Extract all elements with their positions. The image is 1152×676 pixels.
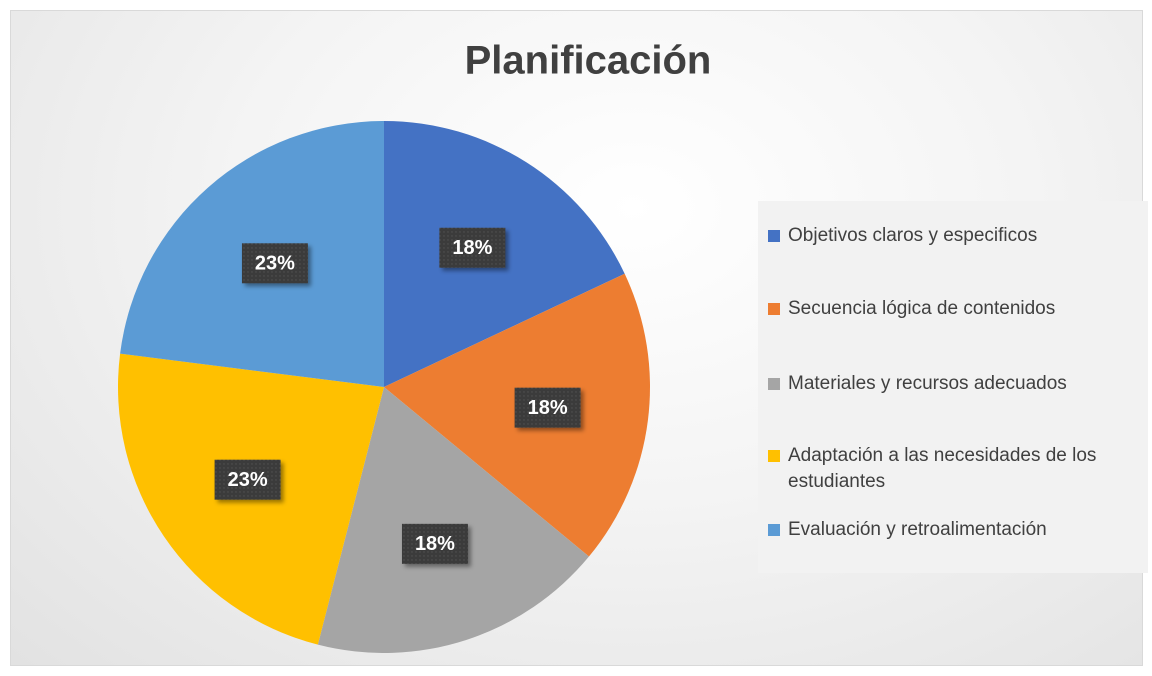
data-label-box bbox=[241, 243, 308, 284]
legend-label: Evaluación y retroalimentación bbox=[788, 519, 1047, 540]
data-label: 18% bbox=[528, 397, 568, 419]
pie-slice bbox=[317, 387, 589, 653]
legend-label: Objetivos claros y especificos bbox=[788, 225, 1038, 246]
chart-area: Planificación 18% 18% 18% 23% 23% Objetivos … bbox=[10, 10, 1148, 666]
legend-swatch bbox=[768, 303, 780, 315]
data-label: 18% bbox=[415, 533, 455, 555]
data-label-box bbox=[401, 523, 468, 564]
chart: Planificación 18% 18% 18% 23% 23% bbox=[117, 39, 712, 653]
data-label-box bbox=[439, 227, 506, 268]
legend-swatch bbox=[768, 450, 780, 462]
data-label: 23% bbox=[255, 253, 295, 275]
legend-swatch bbox=[768, 230, 780, 242]
legend-item: Evaluación y retroalimentación bbox=[768, 517, 1138, 543]
legend-swatch bbox=[768, 524, 780, 536]
data-label-box bbox=[214, 459, 281, 500]
data-label: 18% bbox=[452, 237, 492, 259]
data-label-box bbox=[514, 387, 581, 428]
legend-label: Materiales y recursos adecuados bbox=[788, 373, 1067, 394]
legend-item: Secuencia lógica de contenidos bbox=[768, 296, 1138, 322]
legend-item: Materiales y recursos adecuados bbox=[768, 371, 1138, 397]
data-label: 23% bbox=[228, 469, 268, 491]
legend-swatch bbox=[768, 378, 780, 390]
legend-label: Secuencia lógica de contenidos bbox=[788, 298, 1056, 319]
legend: Objetivos claros y especificos Secuencia … bbox=[758, 201, 1148, 573]
chart-title: Planificación bbox=[465, 39, 712, 83]
legend-item: Objetivos claros y especificos bbox=[768, 223, 1138, 249]
legend-label: Adaptación a las necesidades de los estu… bbox=[788, 445, 1097, 492]
legend-item: Adaptación a las necesidades de los estu… bbox=[768, 443, 1138, 495]
